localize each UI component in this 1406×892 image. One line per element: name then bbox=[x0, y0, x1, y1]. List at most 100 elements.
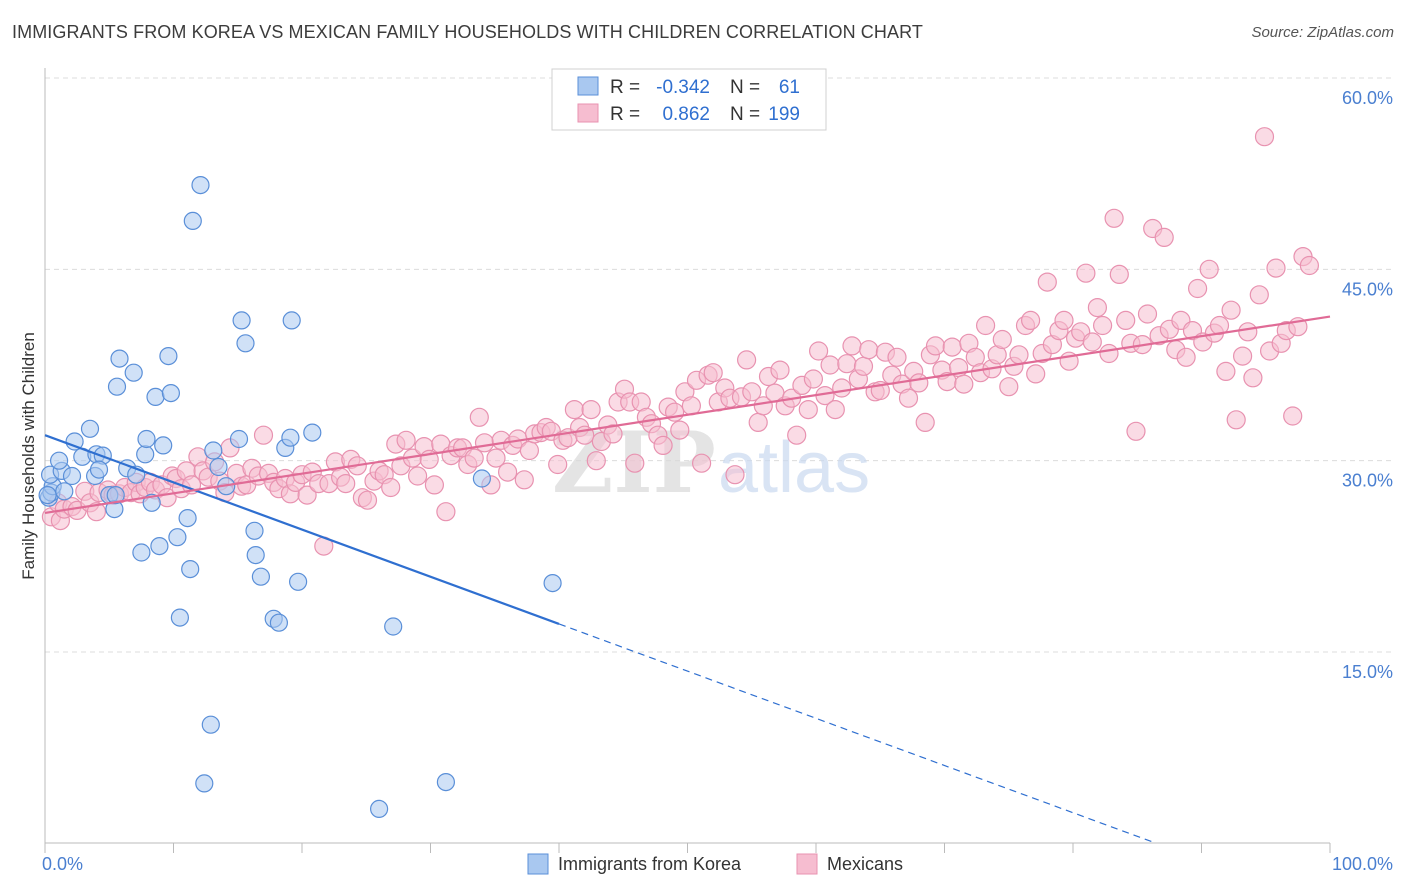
korea-point-54 bbox=[282, 311, 301, 330]
mexico-point-215 bbox=[1232, 346, 1253, 366]
korea-point-29 bbox=[150, 536, 169, 556]
korea-point-38 bbox=[191, 176, 210, 195]
mexico-point-216 bbox=[1238, 322, 1258, 342]
mexico-point-58 bbox=[357, 490, 378, 510]
mexico-point-124 bbox=[725, 465, 745, 485]
mexico-point-78 bbox=[469, 407, 489, 427]
korea-point-45 bbox=[232, 311, 251, 330]
mexico-point-120 bbox=[703, 363, 723, 383]
mexico-point-217 bbox=[1243, 368, 1263, 388]
korea-point-33 bbox=[168, 528, 187, 547]
korea-point-18 bbox=[106, 486, 125, 505]
mexico-point-196 bbox=[1126, 421, 1146, 441]
korea-point-19 bbox=[110, 349, 129, 368]
mexico-point-160 bbox=[925, 336, 946, 356]
mexico-point-92 bbox=[548, 454, 568, 475]
mexico-point-142 bbox=[825, 400, 845, 420]
y-axis-label: Family Households with Children bbox=[19, 332, 38, 580]
korea-point-58 bbox=[384, 617, 403, 636]
mexico-point-99 bbox=[586, 451, 606, 471]
mexico-point-138 bbox=[803, 369, 824, 389]
korea-point-20 bbox=[107, 377, 127, 396]
y-tick-label-60: 60.0% bbox=[1342, 88, 1393, 108]
mexico-point-54 bbox=[336, 474, 356, 494]
mexico-point-77 bbox=[464, 448, 484, 468]
mexico-point-212 bbox=[1216, 361, 1236, 381]
legend-korea-r-value: -0.342 bbox=[656, 77, 710, 98]
legend-bottom: Immigrants from Korea Mexicans bbox=[527, 853, 903, 875]
mexico-point-141 bbox=[820, 355, 840, 375]
korea-trendline-extension bbox=[558, 623, 1156, 844]
korea-point-59 bbox=[436, 772, 455, 792]
mexico-point-163 bbox=[942, 337, 962, 357]
legend-mexico-n-label: N = bbox=[730, 104, 760, 125]
legend-bottom-mexico-label: Mexicans bbox=[827, 854, 903, 874]
mexico-point-83 bbox=[498, 462, 518, 482]
korea-points bbox=[38, 176, 562, 819]
y-tick-label-45: 45.0% bbox=[1342, 279, 1393, 299]
mexico-point-189 bbox=[1087, 298, 1108, 318]
mexico-point-47 bbox=[297, 485, 317, 505]
mexico-point-158 bbox=[915, 412, 935, 432]
mexico-point-98 bbox=[581, 400, 601, 420]
mexico-point-139 bbox=[808, 341, 829, 361]
mexico-point-224 bbox=[1283, 406, 1303, 426]
mexico-point-62 bbox=[381, 477, 401, 498]
legend-bottom-korea-label: Immigrants from Korea bbox=[558, 854, 742, 874]
legend-mexico-r-label: R = bbox=[610, 104, 640, 125]
mexico-point-129 bbox=[753, 396, 773, 416]
mexico-point-126 bbox=[736, 350, 757, 370]
mexico-point-79 bbox=[474, 433, 495, 453]
legend-korea-n-label: N = bbox=[730, 77, 760, 98]
legend-mexico-r-value: 0.862 bbox=[662, 104, 710, 125]
korea-point-48 bbox=[246, 545, 265, 565]
mexico-point-201 bbox=[1154, 227, 1174, 247]
korea-point-28 bbox=[146, 387, 165, 406]
mexico-point-111 bbox=[653, 435, 673, 455]
korea-point-15 bbox=[89, 460, 109, 479]
mexico-point-198 bbox=[1137, 304, 1158, 324]
korea-point-39 bbox=[195, 774, 214, 793]
mexico-point-135 bbox=[787, 425, 807, 445]
mexico-point-214 bbox=[1226, 410, 1246, 430]
korea-point-7 bbox=[49, 451, 69, 470]
mexico-point-145 bbox=[842, 336, 862, 356]
mexico-point-219 bbox=[1254, 127, 1275, 147]
mexico-point-67 bbox=[408, 466, 428, 486]
mexico-point-65 bbox=[396, 430, 416, 450]
mexico-point-144 bbox=[837, 354, 857, 374]
mexico-point-207 bbox=[1187, 278, 1208, 299]
korea-point-6 bbox=[55, 482, 74, 501]
x-tick-label-min: 0.0% bbox=[42, 854, 83, 874]
mexico-point-114 bbox=[670, 420, 690, 440]
korea-point-57 bbox=[370, 799, 389, 819]
mexico-point-227 bbox=[1299, 255, 1320, 276]
mexico-point-194 bbox=[1116, 310, 1136, 330]
mexico-point-191 bbox=[1099, 343, 1119, 364]
korea-point-44 bbox=[229, 429, 249, 449]
mexico-point-172 bbox=[992, 329, 1012, 350]
korea-point-25 bbox=[136, 445, 155, 464]
mexico-point-177 bbox=[1020, 310, 1041, 330]
mexico-point-72 bbox=[436, 502, 456, 522]
mexico-point-132 bbox=[770, 360, 790, 380]
mexico-point-205 bbox=[1176, 347, 1196, 367]
korea-point-9 bbox=[65, 432, 84, 451]
mexico-point-157 bbox=[909, 373, 929, 393]
mexico-point-193 bbox=[1109, 264, 1129, 284]
chart-source: Source: ZipAtlas.com bbox=[1251, 24, 1394, 41]
korea-point-46 bbox=[236, 334, 255, 353]
mexico-point-39 bbox=[253, 425, 274, 445]
korea-point-30 bbox=[154, 436, 173, 455]
y-tick-label-15: 15.0% bbox=[1342, 662, 1393, 682]
mexico-point-148 bbox=[859, 340, 879, 360]
korea-point-35 bbox=[178, 508, 197, 528]
korea-point-31 bbox=[159, 347, 178, 366]
korea-point-55 bbox=[289, 572, 308, 591]
mexico-point-118 bbox=[691, 453, 712, 473]
y-tick-labels: 15.0% 30.0% 45.0% 60.0% bbox=[1342, 88, 1393, 682]
legend-korea-swatch bbox=[577, 76, 599, 96]
korea-point-34 bbox=[170, 608, 189, 627]
korea-point-11 bbox=[80, 419, 100, 438]
